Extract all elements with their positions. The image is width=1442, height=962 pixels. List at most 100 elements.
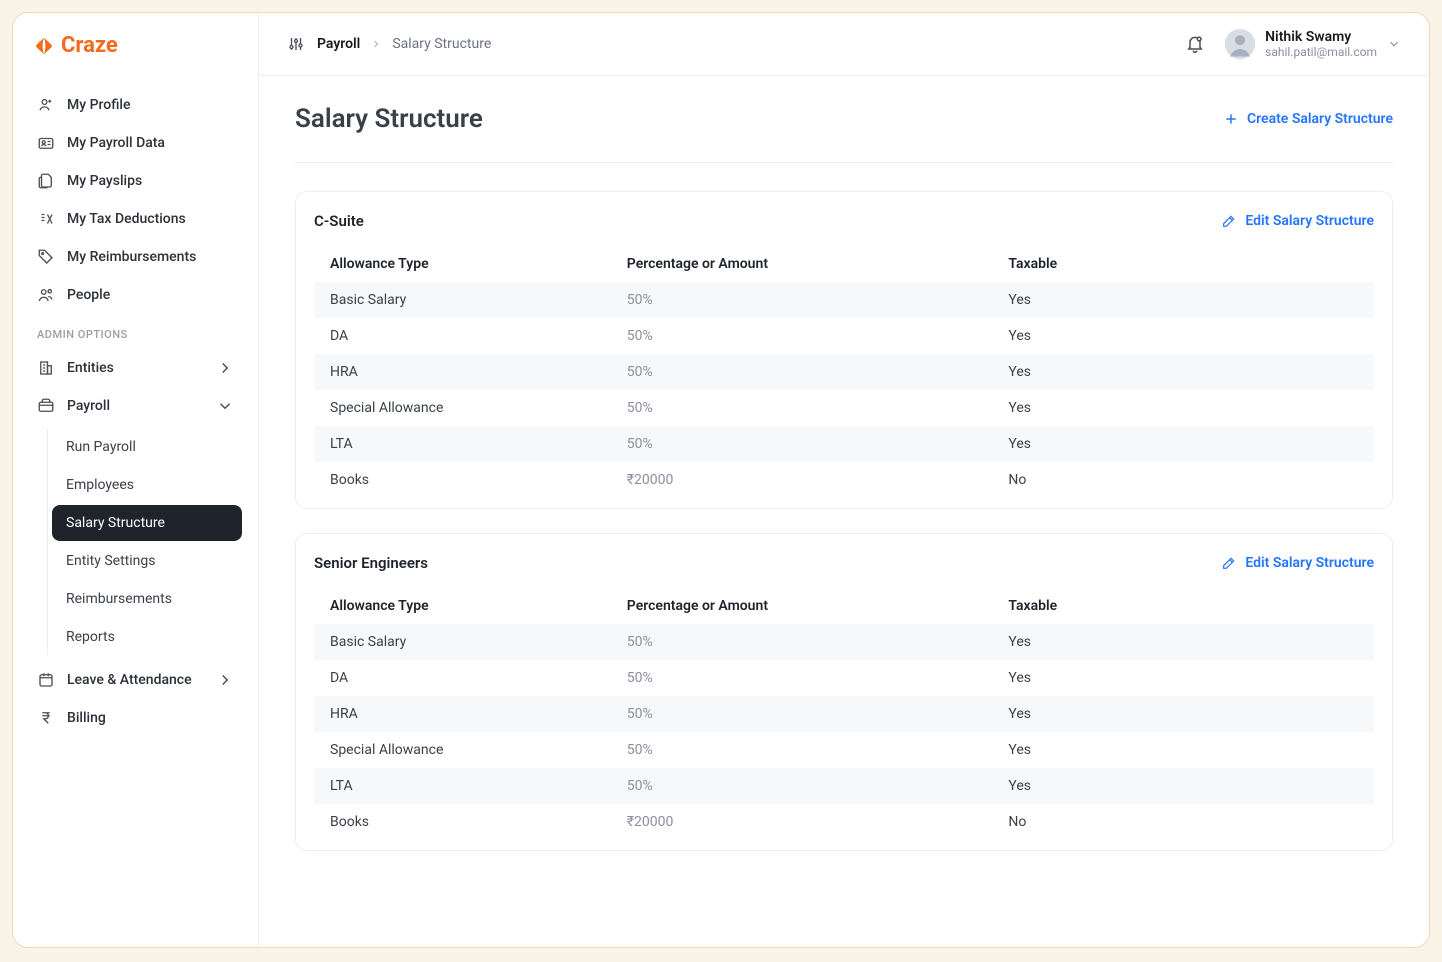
chevron-right-icon xyxy=(370,38,382,50)
allowance-value: 50% xyxy=(611,282,993,318)
app-frame: Craze My Profile My Payroll Data My Pays… xyxy=(12,12,1430,948)
sidebar-item-billing[interactable]: Billing xyxy=(29,699,242,737)
allowance-type: Special Allowance xyxy=(314,390,611,426)
sidebar-item-my-reimbursements[interactable]: My Reimbursements xyxy=(29,238,242,276)
sidebar-item-label: My Payroll Data xyxy=(67,135,165,151)
allowance-value: ₹20000 xyxy=(611,462,993,498)
edit-salary-structure-button[interactable]: Edit Salary Structure xyxy=(1221,213,1374,229)
sliders-icon[interactable] xyxy=(287,35,305,53)
wallet-icon xyxy=(37,397,55,415)
allowance-taxable: Yes xyxy=(992,768,1374,804)
admin-section-label: ADMIN OPTIONS xyxy=(29,314,242,349)
table-row: Books₹20000No xyxy=(314,804,1374,840)
structure-name: C-Suite xyxy=(314,212,364,230)
column-header: Taxable xyxy=(992,588,1374,624)
allowance-type: Basic Salary xyxy=(314,282,611,318)
sidebar-item-payroll[interactable]: Payroll xyxy=(29,387,242,425)
allowance-value: 50% xyxy=(611,624,993,660)
allowance-taxable: Yes xyxy=(992,354,1374,390)
sidebar-item-leave-attendance[interactable]: Leave & Attendance xyxy=(29,661,242,699)
subnav-entity-settings[interactable]: Entity Settings xyxy=(52,543,242,579)
people-icon xyxy=(37,286,55,304)
allowance-value: 50% xyxy=(611,354,993,390)
allowance-taxable: Yes xyxy=(992,426,1374,462)
card-header: Senior Engineers Edit Salary Structure xyxy=(314,554,1374,572)
sidebar-item-label: People xyxy=(67,287,110,303)
subnav-salary-structure[interactable]: Salary Structure xyxy=(52,505,242,541)
subnav-employees[interactable]: Employees xyxy=(52,467,242,503)
allowance-taxable: Yes xyxy=(992,660,1374,696)
chevron-down-icon xyxy=(216,397,234,415)
sidebar-item-my-payslips[interactable]: My Payslips xyxy=(29,162,242,200)
allowance-taxable: Yes xyxy=(992,624,1374,660)
user-menu[interactable]: Nithik Swamy sahil.patil@mail.com xyxy=(1225,29,1401,59)
sidebar-item-my-payroll-data[interactable]: My Payroll Data xyxy=(29,124,242,162)
allowance-value: 50% xyxy=(611,318,993,354)
allowance-type: Books xyxy=(314,462,611,498)
allowance-value: ₹20000 xyxy=(611,804,993,840)
rupee-icon xyxy=(37,709,55,727)
calendar-icon xyxy=(37,671,55,689)
table-row: Special Allowance50%Yes xyxy=(314,390,1374,426)
structure-cards: C-Suite Edit Salary Structure Allowance Ty… xyxy=(295,191,1393,851)
table-row: HRA50%Yes xyxy=(314,696,1374,732)
table-row: Basic Salary50%Yes xyxy=(314,282,1374,318)
logo-icon xyxy=(33,35,55,57)
table-row: LTA50%Yes xyxy=(314,426,1374,462)
main: Payroll Salary Structure Nithik Swamy sa… xyxy=(259,13,1429,947)
subnav-reimbursements[interactable]: Reimbursements xyxy=(52,581,242,617)
sidebar: Craze My Profile My Payroll Data My Pays… xyxy=(13,13,259,947)
sidebar-item-label: Leave & Attendance xyxy=(67,672,192,688)
table-row: Special Allowance50%Yes xyxy=(314,732,1374,768)
percent-icon xyxy=(37,210,55,228)
button-label: Create Salary Structure xyxy=(1247,111,1393,127)
button-label: Edit Salary Structure xyxy=(1245,555,1374,571)
sidebar-item-label: My Profile xyxy=(67,97,130,113)
chevron-right-icon xyxy=(216,359,234,377)
sidebar-item-label: My Tax Deductions xyxy=(67,211,186,227)
user-info: Nithik Swamy sahil.patil@mail.com xyxy=(1265,29,1377,59)
subnav-run-payroll[interactable]: Run Payroll xyxy=(52,429,242,465)
page-title: Salary Structure xyxy=(295,104,483,134)
allowance-type: LTA xyxy=(314,768,611,804)
sidebar-item-label: My Reimbursements xyxy=(67,249,196,265)
edit-icon xyxy=(1221,555,1237,571)
topbar-right: Nithik Swamy sahil.patil@mail.com xyxy=(1185,29,1401,59)
subnav-reports[interactable]: Reports xyxy=(52,619,242,655)
structure-name: Senior Engineers xyxy=(314,554,428,572)
brand-name: Craze xyxy=(61,33,118,58)
breadcrumb-root[interactable]: Payroll xyxy=(317,36,360,52)
chevron-down-icon xyxy=(1387,37,1401,51)
allowance-value: 50% xyxy=(611,732,993,768)
brand-logo: Craze xyxy=(33,33,242,58)
sidebar-item-people[interactable]: People xyxy=(29,276,242,314)
page-header: Salary Structure Create Salary Structure xyxy=(295,104,1393,163)
table-row: Basic Salary50%Yes xyxy=(314,624,1374,660)
breadcrumb-current: Salary Structure xyxy=(392,36,491,52)
allowance-value: 50% xyxy=(611,426,993,462)
user-icon xyxy=(37,96,55,114)
sidebar-item-my-profile[interactable]: My Profile xyxy=(29,86,242,124)
tag-icon xyxy=(37,248,55,266)
sidebar-item-entities[interactable]: Entities xyxy=(29,349,242,387)
salary-structure-card: Senior EngineersEdit Salary StructureAll… xyxy=(295,533,1393,851)
allowance-taxable: Yes xyxy=(992,390,1374,426)
create-salary-structure-button[interactable]: Create Salary Structure xyxy=(1223,111,1393,127)
content: Salary Structure Create Salary Structure… xyxy=(259,76,1429,903)
sidebar-item-my-tax-deductions[interactable]: My Tax Deductions xyxy=(29,200,242,238)
card-header: C-Suite Edit Salary Structure xyxy=(314,212,1374,230)
salary-structure-card: C-Suite Edit Salary Structure Allowance Ty… xyxy=(295,191,1393,509)
allowance-type: HRA xyxy=(314,354,611,390)
notification-bell-icon[interactable] xyxy=(1185,34,1205,54)
allowance-value: 50% xyxy=(611,390,993,426)
allowance-taxable: Yes xyxy=(992,696,1374,732)
sidebar-item-label: Payroll xyxy=(67,398,110,414)
topbar: Payroll Salary Structure Nithik Swamy sa… xyxy=(259,13,1429,76)
allowance-type: DA xyxy=(314,660,611,696)
column-header: Allowance Type xyxy=(314,246,611,282)
edit-salary-structure-button[interactable]: Edit Salary Structure xyxy=(1221,555,1374,571)
sidebar-item-label: Billing xyxy=(67,710,106,726)
edit-icon xyxy=(1221,213,1237,229)
id-card-icon xyxy=(37,134,55,152)
payroll-subnav: Run Payroll Employees Salary Structure E… xyxy=(47,429,242,655)
